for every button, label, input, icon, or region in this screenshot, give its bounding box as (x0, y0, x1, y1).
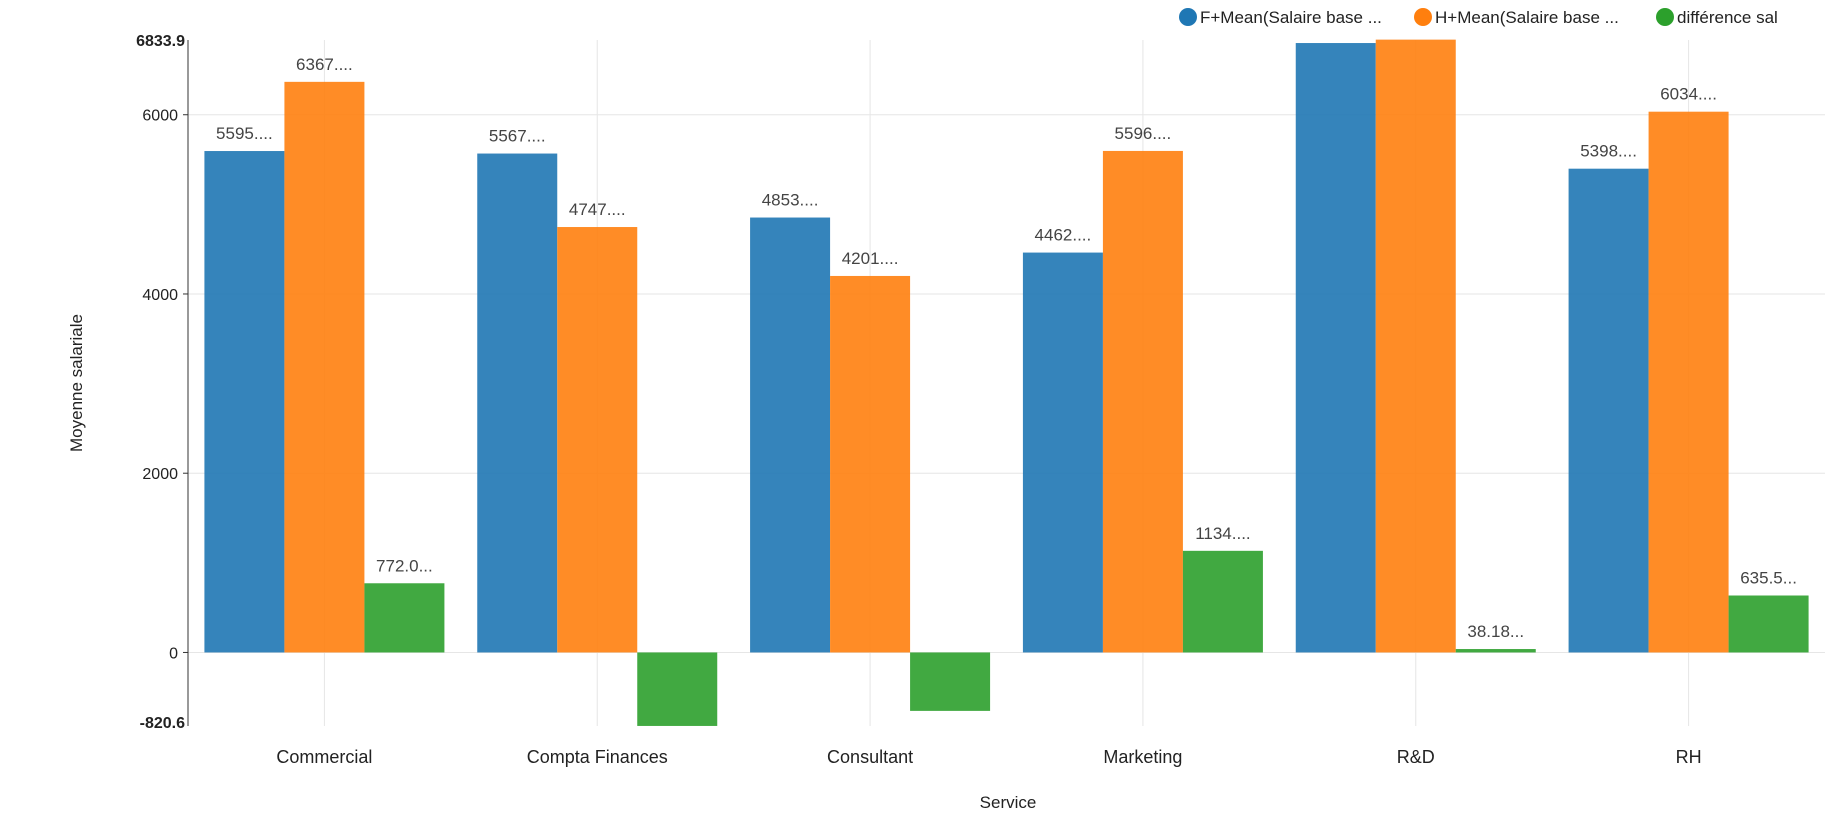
y-tick-label: 2000 (142, 466, 178, 483)
legend-label[interactable]: F+Mean(Salaire base ... (1200, 8, 1382, 27)
bar[interactable] (637, 652, 718, 726)
data-label: 4853.... (762, 191, 819, 210)
axis-layer: 0 2000 4000 6000 6833.9 -820.6 Commercial Compt… (136, 33, 1702, 767)
bar[interactable] (1568, 168, 1649, 653)
legend-marker[interactable] (1414, 8, 1432, 26)
legend-label[interactable]: différence sal (1677, 8, 1778, 27)
data-label: 5398.... (1580, 142, 1637, 161)
bar[interactable] (910, 652, 991, 711)
legend-marker[interactable] (1179, 8, 1197, 26)
x-tick-label: RH (1676, 747, 1702, 767)
data-labels-layer: 5595.... 6367.... 772.0... 5567.... 4747....… (216, 55, 1797, 641)
data-label: 6367.... (296, 55, 353, 74)
x-tick-label: Compta Finances (527, 747, 668, 767)
data-label: 5595.... (216, 124, 273, 143)
y-tick-label: 4000 (142, 287, 178, 304)
y-axis-title: Moyenne salariale (67, 314, 86, 452)
y-max-label: 6833.9 (136, 33, 185, 50)
bar[interactable] (1375, 39, 1456, 653)
bar[interactable] (1648, 111, 1729, 653)
x-tick-label: Consultant (827, 747, 913, 767)
bars-layer (204, 39, 1809, 726)
data-label: 38.18... (1467, 622, 1524, 641)
data-label: 6034.... (1660, 85, 1717, 104)
bar[interactable] (204, 151, 285, 653)
bar[interactable] (284, 81, 365, 653)
bar[interactable] (1182, 550, 1263, 653)
data-label: 635.5... (1740, 569, 1797, 588)
bar[interactable] (1102, 150, 1183, 653)
data-label: 5567.... (489, 127, 546, 146)
bar[interactable] (364, 583, 445, 653)
legend-marker[interactable] (1656, 8, 1674, 26)
x-axis-title: Service (980, 793, 1037, 812)
y-tick-label: 0 (169, 645, 178, 662)
bar[interactable] (1455, 649, 1536, 653)
x-tick-label: Marketing (1103, 747, 1182, 767)
bar[interactable] (830, 275, 911, 653)
legend-label[interactable]: H+Mean(Salaire base ... (1435, 8, 1619, 27)
legend[interactable]: F+Mean(Salaire base ... H+Mean(Salaire ba… (1179, 8, 1778, 27)
y-tick-label: 6000 (142, 108, 178, 125)
data-label: 5596.... (1115, 124, 1172, 143)
bar[interactable] (1728, 595, 1809, 653)
data-label: 4201.... (842, 249, 899, 268)
bar[interactable] (750, 217, 831, 653)
x-tick-label: Commercial (276, 747, 372, 767)
bar[interactable] (1022, 252, 1103, 653)
bar[interactable] (1295, 43, 1376, 653)
data-label: 4747.... (569, 200, 626, 219)
x-tick-label: R&D (1397, 747, 1435, 767)
data-label: 1134.... (1195, 524, 1250, 543)
bar[interactable] (477, 153, 558, 653)
bar[interactable] (557, 227, 638, 653)
data-label: 772.0... (376, 556, 433, 575)
data-label: 4462.... (1035, 226, 1092, 245)
y-min-label: -820.6 (140, 715, 185, 732)
